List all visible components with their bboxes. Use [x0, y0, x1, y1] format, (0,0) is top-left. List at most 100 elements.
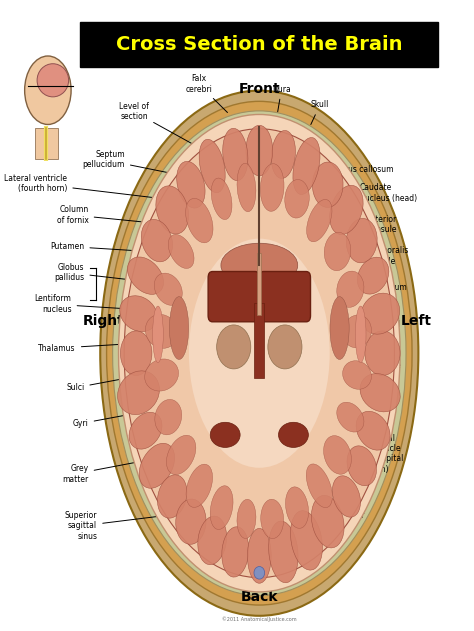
- Text: Sulci: Sulci: [66, 372, 156, 392]
- Ellipse shape: [260, 163, 284, 211]
- Ellipse shape: [37, 64, 69, 97]
- Ellipse shape: [129, 412, 162, 449]
- Ellipse shape: [306, 464, 332, 507]
- Text: Septum
pellucidum: Septum pellucidum: [82, 150, 195, 178]
- Text: Lateral ventricle
(fourth horn): Lateral ventricle (fourth horn): [4, 174, 165, 199]
- Ellipse shape: [25, 56, 71, 124]
- Ellipse shape: [113, 111, 406, 596]
- Ellipse shape: [279, 422, 309, 447]
- Text: Gyri: Gyri: [73, 410, 152, 428]
- Ellipse shape: [330, 186, 363, 235]
- Ellipse shape: [356, 411, 390, 450]
- Ellipse shape: [221, 244, 298, 287]
- Text: Cross Section of the Brain: Cross Section of the Brain: [116, 35, 402, 54]
- Ellipse shape: [186, 464, 212, 507]
- Text: Putamen: Putamen: [50, 242, 165, 252]
- Ellipse shape: [237, 163, 256, 211]
- Ellipse shape: [324, 435, 351, 475]
- Ellipse shape: [186, 198, 213, 243]
- Ellipse shape: [223, 128, 248, 180]
- Text: Temporalis
muscle: Temporalis muscle: [337, 246, 410, 274]
- Text: Thalamus: Thalamus: [38, 342, 158, 353]
- Ellipse shape: [156, 186, 189, 234]
- Bar: [35, 127, 58, 158]
- Ellipse shape: [145, 359, 179, 391]
- Ellipse shape: [271, 131, 295, 179]
- Ellipse shape: [211, 178, 232, 220]
- Bar: [254, 303, 264, 379]
- Ellipse shape: [154, 273, 182, 305]
- Ellipse shape: [311, 495, 344, 548]
- Ellipse shape: [222, 527, 249, 577]
- Ellipse shape: [141, 220, 173, 262]
- Ellipse shape: [166, 435, 196, 475]
- Ellipse shape: [343, 315, 372, 348]
- Ellipse shape: [217, 325, 251, 369]
- Text: Corpus callosum: Corpus callosum: [301, 165, 393, 186]
- Ellipse shape: [365, 331, 400, 375]
- Ellipse shape: [199, 139, 225, 192]
- Ellipse shape: [128, 257, 164, 294]
- Text: Interior
capsule: Interior capsule: [311, 215, 398, 241]
- Ellipse shape: [346, 218, 377, 263]
- Ellipse shape: [118, 114, 400, 592]
- Ellipse shape: [198, 516, 227, 565]
- FancyBboxPatch shape: [208, 271, 259, 322]
- Ellipse shape: [337, 402, 364, 432]
- Ellipse shape: [291, 510, 322, 570]
- Ellipse shape: [237, 499, 256, 538]
- Text: Right: Right: [83, 314, 125, 327]
- Ellipse shape: [347, 446, 376, 486]
- Ellipse shape: [356, 306, 366, 363]
- Ellipse shape: [176, 499, 206, 545]
- Text: Superior
sagittal
sinus: Superior sagittal sinus: [65, 511, 180, 541]
- Text: Falx
cerebri: Falx cerebri: [185, 74, 228, 112]
- Text: Front: Front: [238, 82, 280, 97]
- Ellipse shape: [254, 567, 264, 579]
- Text: Caudate
nucleus
(tail): Caudate nucleus (tail): [311, 386, 401, 415]
- Ellipse shape: [120, 331, 152, 375]
- Text: Skull: Skull: [310, 100, 329, 124]
- Text: Grey
matter: Grey matter: [63, 459, 152, 483]
- Text: Level of
section: Level of section: [118, 102, 199, 148]
- Ellipse shape: [343, 361, 372, 389]
- Text: Dura: Dura: [272, 85, 291, 112]
- Text: Lateral
ventricle
(occipital
horn): Lateral ventricle (occipital horn): [319, 433, 403, 474]
- Ellipse shape: [324, 232, 351, 271]
- Text: Lentiform
nucleus: Lentiform nucleus: [35, 295, 131, 314]
- Bar: [257, 252, 262, 316]
- Ellipse shape: [247, 528, 271, 583]
- Text: Caudate
nucleus (head): Caudate nucleus (head): [309, 183, 417, 208]
- Ellipse shape: [157, 475, 187, 518]
- FancyBboxPatch shape: [259, 271, 310, 322]
- Ellipse shape: [285, 487, 309, 528]
- Ellipse shape: [120, 300, 150, 394]
- Ellipse shape: [124, 129, 394, 577]
- Ellipse shape: [307, 199, 332, 242]
- Ellipse shape: [330, 297, 349, 360]
- Ellipse shape: [332, 476, 360, 517]
- Ellipse shape: [139, 444, 174, 488]
- Ellipse shape: [177, 162, 205, 208]
- Ellipse shape: [293, 138, 320, 194]
- Text: Column
of fornix: Column of fornix: [57, 205, 178, 225]
- Ellipse shape: [118, 371, 159, 415]
- Text: Third
ventricle: Third ventricle: [292, 351, 402, 370]
- Ellipse shape: [170, 297, 189, 360]
- Text: Back: Back: [241, 590, 278, 604]
- Ellipse shape: [120, 296, 157, 331]
- Ellipse shape: [312, 162, 343, 208]
- Text: White
matter: White matter: [298, 497, 365, 520]
- Ellipse shape: [368, 300, 398, 394]
- Ellipse shape: [261, 499, 283, 538]
- Ellipse shape: [153, 306, 163, 363]
- Ellipse shape: [155, 399, 182, 435]
- Ellipse shape: [337, 271, 364, 307]
- Ellipse shape: [285, 180, 310, 218]
- Ellipse shape: [107, 102, 412, 605]
- Ellipse shape: [210, 486, 233, 529]
- Ellipse shape: [146, 314, 178, 348]
- Text: External
capsule: External capsule: [319, 320, 400, 339]
- Ellipse shape: [246, 126, 273, 176]
- Ellipse shape: [168, 235, 194, 268]
